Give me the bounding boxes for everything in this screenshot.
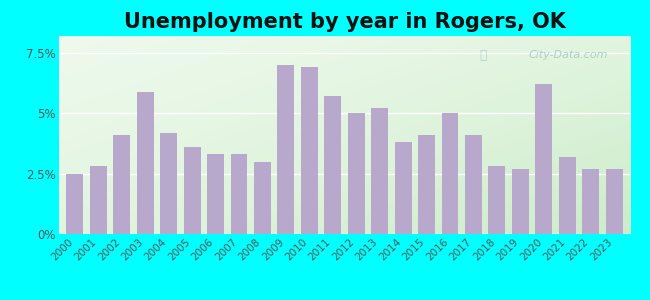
Bar <box>278 65 294 234</box>
Bar <box>606 169 623 234</box>
Bar <box>136 92 153 234</box>
Bar <box>254 162 271 234</box>
Bar <box>184 147 201 234</box>
Bar <box>90 167 107 234</box>
Text: City-Data.com: City-Data.com <box>528 50 608 60</box>
Bar <box>324 96 341 234</box>
Text: ⓘ: ⓘ <box>479 49 486 62</box>
Title: Unemployment by year in Rogers, OK: Unemployment by year in Rogers, OK <box>124 12 566 32</box>
Bar <box>371 108 388 234</box>
Bar <box>465 135 482 234</box>
Bar <box>512 169 528 234</box>
Bar <box>348 113 365 234</box>
Bar <box>559 157 576 234</box>
Bar <box>113 135 130 234</box>
Bar <box>161 133 177 234</box>
Bar <box>536 84 552 234</box>
Bar <box>301 68 318 234</box>
Bar <box>395 142 411 234</box>
Bar <box>207 154 224 234</box>
Bar <box>582 169 599 234</box>
Bar <box>441 113 458 234</box>
Bar <box>418 135 435 234</box>
Bar <box>231 154 248 234</box>
Bar <box>66 174 83 234</box>
Bar <box>488 167 505 234</box>
